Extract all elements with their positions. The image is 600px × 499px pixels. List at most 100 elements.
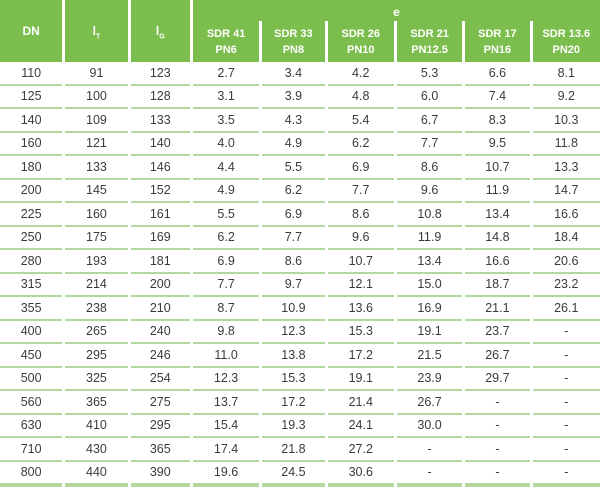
table-cell: 560 bbox=[0, 391, 63, 415]
table-cell: 6.7 bbox=[396, 109, 463, 133]
table-cell: 23.2 bbox=[532, 274, 600, 297]
table-cell: 11.8 bbox=[532, 133, 600, 156]
table-cell: 6.2 bbox=[262, 180, 325, 203]
table-cell: 4.0 bbox=[192, 133, 260, 156]
table-cell: 9.5 bbox=[465, 133, 530, 156]
table-cell: 12.3 bbox=[262, 321, 325, 344]
table-cell: 140 bbox=[130, 133, 190, 156]
table-cell: 5.3 bbox=[396, 62, 463, 86]
table-cell: 7.7 bbox=[262, 227, 325, 250]
table-cell: 630 bbox=[0, 415, 63, 438]
table-cell: 10.8 bbox=[396, 203, 463, 227]
table-cell: 9.6 bbox=[396, 180, 463, 203]
table-cell: 9.2 bbox=[532, 86, 600, 109]
table-cell: 15.3 bbox=[327, 321, 394, 344]
table-cell: 152 bbox=[130, 180, 190, 203]
table-cell: 13.7 bbox=[192, 391, 260, 415]
table-cell: 365 bbox=[65, 391, 128, 415]
table-cell: 23.9 bbox=[396, 368, 463, 391]
table-cell: 4.2 bbox=[327, 62, 394, 86]
table-cell: 21.1 bbox=[465, 297, 530, 321]
table-cell: 13.3 bbox=[532, 156, 600, 180]
table-cell: 19.6 bbox=[192, 462, 260, 487]
table-cell: 29.7 bbox=[465, 368, 530, 391]
table-cell: 4.4 bbox=[192, 156, 260, 180]
table-cell: 7.7 bbox=[396, 133, 463, 156]
table-cell: 160 bbox=[65, 203, 128, 227]
col-header-sdr21: SDR 21 PN12.5 bbox=[396, 21, 463, 62]
table-row: 450 295 246 11.0 13.8 17.2 21.5 26.7- bbox=[0, 344, 600, 368]
table-cell: 8.6 bbox=[327, 203, 394, 227]
table-row: 560 365 275 13.7 17.2 21.4 26.7- - bbox=[0, 391, 600, 415]
table-cell: 15.4 bbox=[192, 415, 260, 438]
table-cell: 11.9 bbox=[396, 227, 463, 250]
table-cell: 8.3 bbox=[465, 109, 530, 133]
table-cell: 17.2 bbox=[262, 391, 325, 415]
table-cell: 400 bbox=[0, 321, 63, 344]
table-cell: 11.9 bbox=[465, 180, 530, 203]
table-cell: 181 bbox=[130, 250, 190, 274]
table-cell: 133 bbox=[130, 109, 190, 133]
table-cell: 2.7 bbox=[192, 62, 260, 86]
table-row: 140 109 133 3.5 4.3 5.4 6.7 8.3 10.3 bbox=[0, 109, 600, 133]
table-cell: 13.8 bbox=[262, 344, 325, 368]
table-cell: - bbox=[465, 391, 530, 415]
table-row: 250 175 169 6.2 7.7 9.6 11.9 14.8 18.4 bbox=[0, 227, 600, 250]
table-cell: 430 bbox=[65, 438, 128, 462]
table-cell: 254 bbox=[130, 368, 190, 391]
header-row-sdr: SDR 41 PN6 SDR 33 PN8 SDR 26 PN10 SDR 21… bbox=[0, 21, 600, 62]
table-cell: 15.0 bbox=[396, 274, 463, 297]
table-cell: - bbox=[532, 344, 600, 368]
table-cell: 146 bbox=[130, 156, 190, 180]
table-cell: 8.6 bbox=[396, 156, 463, 180]
table-cell: 16.9 bbox=[396, 297, 463, 321]
table-row: 400 265 240 9.8 12.3 15.3 19.1 23.7- bbox=[0, 321, 600, 344]
table-cell: 16.6 bbox=[532, 203, 600, 227]
table-row: 225 160 161 5.5 6.9 8.6 10.8 13.4 16.6 bbox=[0, 203, 600, 227]
table-body: 110 91 123 2.7 3.4 4.2 5.3 6.6 8.1 125 100 128 3.1 3.… bbox=[0, 62, 600, 487]
table-cell: 4.8 bbox=[327, 86, 394, 109]
pn-label: PN8 bbox=[282, 43, 305, 56]
table-cell: 325 bbox=[65, 368, 128, 391]
table-cell: 8.7 bbox=[192, 297, 260, 321]
table-cell: 265 bbox=[65, 321, 128, 344]
header-row-top: DN lT lG e bbox=[0, 0, 600, 62]
table-cell: 20.6 bbox=[532, 250, 600, 274]
table-cell: 15.3 bbox=[262, 368, 325, 391]
table-cell: 193 bbox=[65, 250, 128, 274]
table-cell: 17.4 bbox=[192, 438, 260, 462]
table-cell: 18.4 bbox=[532, 227, 600, 250]
table-cell: 100 bbox=[65, 86, 128, 109]
col-header-wall-thickness-e: e bbox=[192, 0, 600, 21]
table-row: 355 238 210 8.7 10.9 13.6 16.9 21.1 26.1 bbox=[0, 297, 600, 321]
table-cell: 6.9 bbox=[327, 156, 394, 180]
table-cell: 19.3 bbox=[262, 415, 325, 438]
table-cell: 24.1 bbox=[327, 415, 394, 438]
table-cell: 121 bbox=[65, 133, 128, 156]
table-cell: - bbox=[532, 438, 600, 462]
sdr-label: SDR 13.6 bbox=[542, 27, 591, 40]
table-cell: 5.5 bbox=[262, 156, 325, 180]
table-row: 110 91 123 2.7 3.4 4.2 5.3 6.6 8.1 bbox=[0, 62, 600, 86]
table-cell: 5.4 bbox=[327, 109, 394, 133]
table-cell: 315 bbox=[0, 274, 63, 297]
table-cell: 14.7 bbox=[532, 180, 600, 203]
table-row: 630 410 295 15.4 19.3 24.1 30.0- - bbox=[0, 415, 600, 438]
table-cell: 26.1 bbox=[532, 297, 600, 321]
table-cell: 440 bbox=[65, 462, 128, 487]
table-cell: 17.2 bbox=[327, 344, 394, 368]
table-cell: 710 bbox=[0, 438, 63, 462]
table-cell: 175 bbox=[65, 227, 128, 250]
table-cell: - bbox=[532, 415, 600, 438]
pn-label: PN12.5 bbox=[411, 43, 448, 56]
pipe-dimension-table: DN lT lG e SDR 41 PN6 SDR 33 PN8 SDR 26 … bbox=[0, 0, 600, 487]
col-header-sdr26: SDR 26 PN10 bbox=[327, 21, 394, 62]
table-cell: 3.9 bbox=[262, 86, 325, 109]
table-cell: 200 bbox=[130, 274, 190, 297]
table-cell: - bbox=[396, 438, 463, 462]
pn-label: PN20 bbox=[552, 43, 581, 56]
table-cell: 19.1 bbox=[327, 368, 394, 391]
table-cell: 6.9 bbox=[262, 203, 325, 227]
table-cell: 800 bbox=[0, 462, 63, 487]
